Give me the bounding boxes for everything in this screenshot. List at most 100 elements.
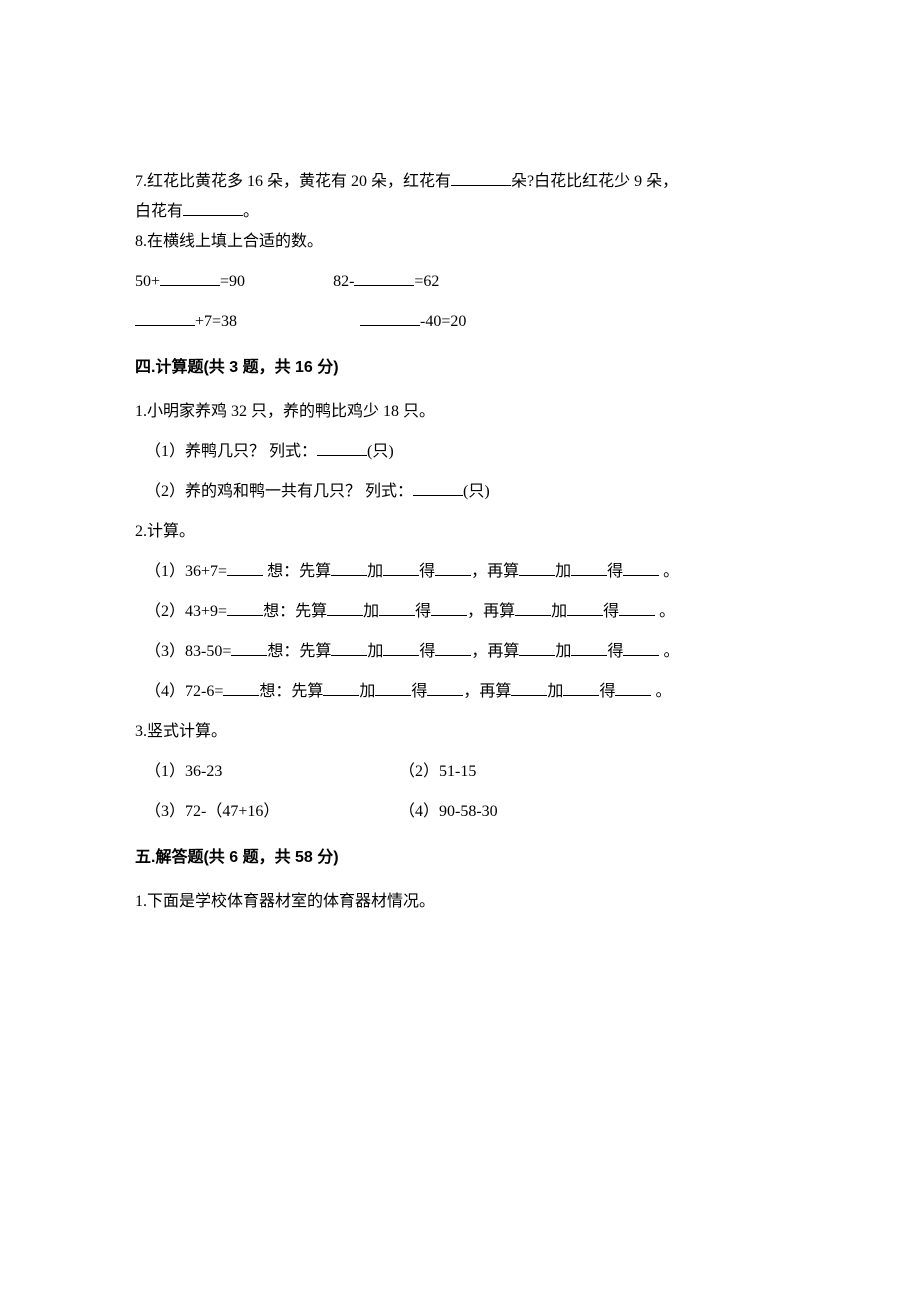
s4-q2-r3: （3）83-50= 想：先算 加 得 ，再算 加 得 。 bbox=[135, 640, 785, 664]
r3-g: 得 bbox=[607, 643, 623, 660]
s4-q1-title: 1.小明家养鸡 32 只，养的鸭比鸡少 18 只。 bbox=[135, 400, 785, 424]
q7-blank-1[interactable] bbox=[451, 170, 511, 186]
r1-b6[interactable] bbox=[623, 560, 659, 576]
r1-b1[interactable] bbox=[331, 560, 367, 576]
q8-row1: 50+=90 82-=62 bbox=[135, 270, 785, 294]
q7-blank-2[interactable] bbox=[183, 200, 243, 216]
s4-q2-title: 2.计算。 bbox=[135, 520, 785, 544]
r2-c: 加 bbox=[363, 603, 379, 620]
r4-b0[interactable] bbox=[223, 680, 259, 696]
q8-r1a: 50+ bbox=[135, 273, 160, 290]
q8-r1d: =62 bbox=[414, 273, 439, 290]
r4-b: 想：先算 bbox=[259, 683, 323, 700]
r3-b6[interactable] bbox=[623, 640, 659, 656]
r4-d: 得 bbox=[411, 683, 427, 700]
r3-b5[interactable] bbox=[571, 640, 607, 656]
r2-f: 加 bbox=[551, 603, 567, 620]
s4-q3-p4: （4）90-58-30 bbox=[399, 803, 498, 820]
r4-b4[interactable] bbox=[511, 680, 547, 696]
r2-b5[interactable] bbox=[567, 600, 603, 616]
s4-q1-p1: （1）养鸭几只？ 列式： (只) bbox=[135, 440, 785, 464]
s4-q3-p1: （1）36-23 bbox=[145, 760, 395, 784]
r2-b3[interactable] bbox=[431, 600, 467, 616]
s4-q1-p1b: (只) bbox=[367, 443, 394, 460]
q8-blank-2[interactable] bbox=[354, 270, 414, 286]
r3-b2[interactable] bbox=[383, 640, 419, 656]
r3-d: 得 bbox=[419, 643, 435, 660]
r4-b3[interactable] bbox=[427, 680, 463, 696]
r4-b5[interactable] bbox=[563, 680, 599, 696]
r1-f: 加 bbox=[555, 563, 571, 580]
q8-r2a: +7=38 bbox=[195, 313, 237, 330]
r3-b: 想：先算 bbox=[267, 643, 331, 660]
s4-q2-r4: （4）72-6=想：先算加得，再算加得 。 bbox=[135, 680, 785, 704]
s4-q1-b1[interactable] bbox=[317, 440, 367, 456]
r2-h: 。 bbox=[655, 603, 675, 620]
r3-b0[interactable] bbox=[231, 640, 267, 656]
r2-e: ，再算 bbox=[467, 603, 515, 620]
r4-b6[interactable] bbox=[615, 680, 651, 696]
r1-b5[interactable] bbox=[571, 560, 607, 576]
q8-blank-3[interactable] bbox=[135, 310, 195, 326]
r2-b4[interactable] bbox=[515, 600, 551, 616]
q7-line1: 7.红花比黄花多 16 朵，黄花有 20 朵，红花有 朵?白花比红花少 9 朵， bbox=[135, 170, 785, 194]
q8-r1c: 82- bbox=[333, 273, 354, 290]
r2-d: 得 bbox=[415, 603, 431, 620]
r4-c: 加 bbox=[359, 683, 375, 700]
r1-b: 想：先算 bbox=[263, 563, 331, 580]
q8-title: 8.在横线上填上合适的数。 bbox=[135, 230, 785, 254]
r3-h: 。 bbox=[659, 643, 679, 660]
r3-c: 加 bbox=[367, 643, 383, 660]
r1-b4[interactable] bbox=[519, 560, 555, 576]
r2-b2[interactable] bbox=[379, 600, 415, 616]
r1-b3[interactable] bbox=[435, 560, 471, 576]
r3-f: 加 bbox=[555, 643, 571, 660]
r3-a: （3）83-50= bbox=[145, 643, 231, 660]
s4-q1-p2: （2）养的鸡和鸭一共有几只？ 列式：(只) bbox=[135, 480, 785, 504]
section-4-title: 四.计算题(共 3 题，共 16 分) bbox=[135, 356, 785, 380]
r4-h: 。 bbox=[651, 683, 671, 700]
r2-b0[interactable] bbox=[227, 600, 263, 616]
q8-r2b: -40=20 bbox=[420, 313, 466, 330]
s5-q1: 1.下面是学校体育器材室的体育器材情况。 bbox=[135, 890, 785, 914]
r2-b1[interactable] bbox=[327, 600, 363, 616]
s4-q3-title: 3.竖式计算。 bbox=[135, 720, 785, 744]
r1-c: 加 bbox=[367, 563, 383, 580]
r1-e: ，再算 bbox=[471, 563, 519, 580]
r4-a: （4）72-6= bbox=[145, 683, 223, 700]
r2-b6[interactable] bbox=[619, 600, 655, 616]
r1-a: （1）36+7= bbox=[145, 563, 227, 580]
r3-e: ，再算 bbox=[471, 643, 519, 660]
s4-q1-p2b: (只) bbox=[463, 483, 490, 500]
q7-text-b: 朵?白花比红花少 9 朵， bbox=[511, 173, 678, 190]
q7-text-c: 白花有 bbox=[135, 203, 183, 220]
q7-text-a: 7.红花比黄花多 16 朵，黄花有 20 朵，红花有 bbox=[135, 173, 451, 190]
section-5-title: 五.解答题(共 6 题，共 58 分) bbox=[135, 846, 785, 870]
s4-q1-b2[interactable] bbox=[413, 480, 463, 496]
s4-q3-p2: （2）51-15 bbox=[399, 763, 476, 780]
r2-a: （2）43+9= bbox=[145, 603, 227, 620]
s4-q1-p1a: （1）养鸭几只？ 列式： bbox=[145, 443, 317, 460]
r2-g: 得 bbox=[603, 603, 619, 620]
r1-h: 。 bbox=[659, 563, 679, 580]
s4-q2-r2: （2）43+9= 想：先算 加 得 ，再算 加 得 。 bbox=[135, 600, 785, 624]
r4-f: 加 bbox=[547, 683, 563, 700]
r1-b2[interactable] bbox=[383, 560, 419, 576]
r3-b3[interactable] bbox=[435, 640, 471, 656]
q8-blank-4[interactable] bbox=[360, 310, 420, 326]
r1-b0[interactable] bbox=[227, 560, 263, 576]
r3-b1[interactable] bbox=[331, 640, 367, 656]
q7-text-d: 。 bbox=[243, 203, 259, 220]
s4-q3-row1: （1）36-23 （2）51-15 bbox=[135, 760, 785, 784]
s4-q3-p3: （3）72-（47+16） bbox=[145, 800, 395, 824]
s4-q2-r1: （1）36+7= 想：先算加得，再算加得 。 bbox=[135, 560, 785, 584]
q8-row2: +7=38 -40=20 bbox=[135, 310, 785, 334]
r4-b1[interactable] bbox=[323, 680, 359, 696]
q8-blank-1[interactable] bbox=[160, 270, 220, 286]
r3-b4[interactable] bbox=[519, 640, 555, 656]
r4-b2[interactable] bbox=[375, 680, 411, 696]
r1-d: 得 bbox=[419, 563, 435, 580]
s4-q3-row2: （3）72-（47+16） （4）90-58-30 bbox=[135, 800, 785, 824]
r4-g: 得 bbox=[599, 683, 615, 700]
r2-b: 想：先算 bbox=[263, 603, 327, 620]
